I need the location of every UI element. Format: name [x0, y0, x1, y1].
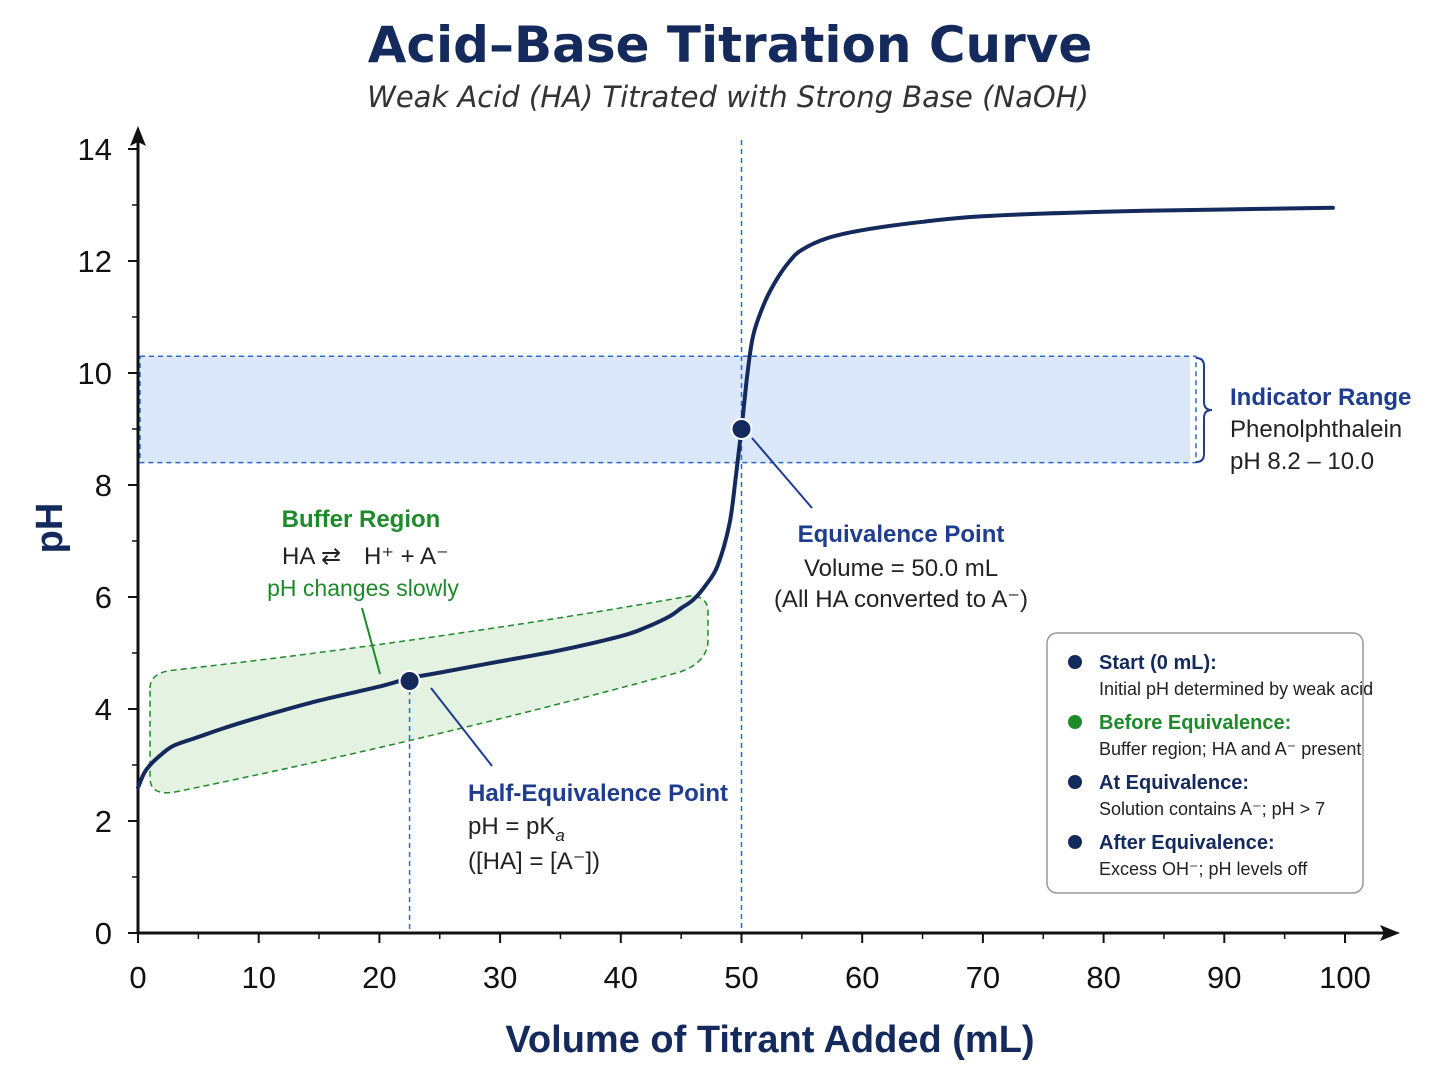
legend-item-title: After Equivalence:	[1099, 832, 1275, 854]
legend-item-title: Start (0 mL):	[1099, 652, 1217, 674]
axes: 0 10 20 30 40 50 60 70 80 90 100 0 2 4 6 8 10 12 14	[78, 126, 1400, 995]
equilibrium-arrow-icon: ⇄	[321, 543, 341, 570]
indicator-range: pH 8.2 – 10.0	[1230, 448, 1374, 475]
background-layer	[139, 355, 1197, 794]
legend-item-text: Solution contains A⁻; pH > 7	[1099, 799, 1325, 819]
buffer-region-title: Buffer Region	[282, 506, 441, 533]
y-tick-label: 2	[95, 804, 112, 839]
legend-items: Start (0 mL): Initial pH determined by we…	[1068, 652, 1373, 879]
equivalence-annotation: Equivalence Point Volume = 50.0 mL (All …	[751, 437, 1028, 613]
x-tick-label: 90	[1207, 960, 1241, 995]
buffer-region-shape	[149, 595, 709, 794]
buffer-leader-line	[361, 607, 381, 675]
x-tick-label: 0	[129, 960, 146, 995]
equivalence-note: (All HA converted to A⁻)	[774, 586, 1028, 613]
y-tick-label: 8	[95, 468, 112, 503]
legend-item-title: Before Equivalence:	[1099, 712, 1291, 734]
legend-box	[1046, 632, 1364, 894]
half-equivalence-formula-text: pH = pK	[468, 813, 555, 840]
x-axis-title: Volume of Titrant Added (mL)	[505, 1019, 1034, 1061]
x-tick-label: 100	[1319, 960, 1371, 995]
legend-item-title: At Equivalence:	[1099, 772, 1249, 794]
x-axis-arrow-icon	[1380, 925, 1400, 941]
half-equivalence-leader-line	[430, 687, 493, 767]
y-tick-label: 6	[95, 580, 112, 615]
buffer-region-annotation: Buffer Region HA ⇄ H⁺ + A⁻ pH changes sl…	[267, 506, 459, 675]
half-equivalence-annotation: Half-Equivalence Point pH = pKa ([HA] = …	[430, 687, 728, 875]
indicator-range-band	[140, 356, 1190, 463]
buffer-region-note: pH changes slowly	[267, 575, 459, 601]
buffer-eq-right: H⁺ + A⁻	[364, 543, 449, 570]
y-tick-label: 12	[78, 244, 112, 279]
equivalence-leader-line	[751, 437, 813, 509]
half-equivalence-title: Half-Equivalence Point	[468, 780, 728, 807]
legend-item-text: Buffer region; HA and A⁻ present	[1099, 739, 1361, 759]
indicator-name: Phenolphthalein	[1230, 416, 1402, 443]
y-tick-label: 10	[78, 356, 112, 391]
indicator-brace	[1195, 357, 1213, 463]
y-tick-label: 4	[95, 692, 112, 727]
curve-layer	[136, 205, 1335, 790]
half-equivalence-formula-subscript: a	[555, 826, 564, 845]
x-tick-label: 40	[604, 960, 638, 995]
y-tick-label: 14	[78, 132, 112, 167]
legend-marker-icon	[1068, 775, 1082, 789]
legend: Start (0 mL): Initial pH determined by we…	[1046, 632, 1373, 894]
x-tick-label: 20	[362, 960, 396, 995]
equivalence-volume: Volume = 50.0 mL	[804, 555, 998, 582]
x-tick-label: 60	[845, 960, 879, 995]
indicator-title: Indicator Range	[1230, 384, 1411, 411]
x-tick-label: 10	[241, 960, 275, 995]
legend-item-text: Excess OH⁻; pH levels off	[1099, 859, 1308, 879]
indicator-annotation: Indicator Range Phenolphthalein pH 8.2 –…	[1195, 357, 1411, 475]
half-equivalence-point	[398, 670, 421, 692]
chart-title: Acid–Base Titration Curve	[368, 16, 1093, 74]
y-axis-title: pH	[29, 503, 71, 554]
x-tick-label: 50	[724, 960, 758, 995]
chart-subtitle: Weak Acid (HA) Titrated with Strong Base…	[367, 80, 1089, 114]
point-layer	[398, 418, 753, 692]
x-tick-label: 70	[966, 960, 1000, 995]
legend-marker-icon	[1068, 715, 1082, 729]
y-axis-arrow-icon	[130, 126, 146, 146]
guide-layer	[408, 140, 743, 933]
buffer-eq-left: HA	[282, 543, 315, 570]
y-tick-label: 0	[95, 916, 112, 951]
equivalence-title: Equivalence Point	[798, 521, 1005, 548]
equivalence-point	[730, 418, 753, 440]
indicator-range-outline	[139, 355, 1197, 464]
legend-marker-icon	[1068, 835, 1082, 849]
legend-marker-icon	[1068, 655, 1082, 669]
titration-curve-line	[136, 205, 1335, 790]
half-equivalence-formula: pH = pKa	[468, 813, 565, 845]
x-tick-label: 80	[1086, 960, 1120, 995]
legend-item-text: Initial pH determined by weak acid	[1099, 679, 1373, 699]
x-tick-label: 30	[483, 960, 517, 995]
half-equivalence-condition: ([HA] = [A⁻])	[468, 848, 600, 875]
